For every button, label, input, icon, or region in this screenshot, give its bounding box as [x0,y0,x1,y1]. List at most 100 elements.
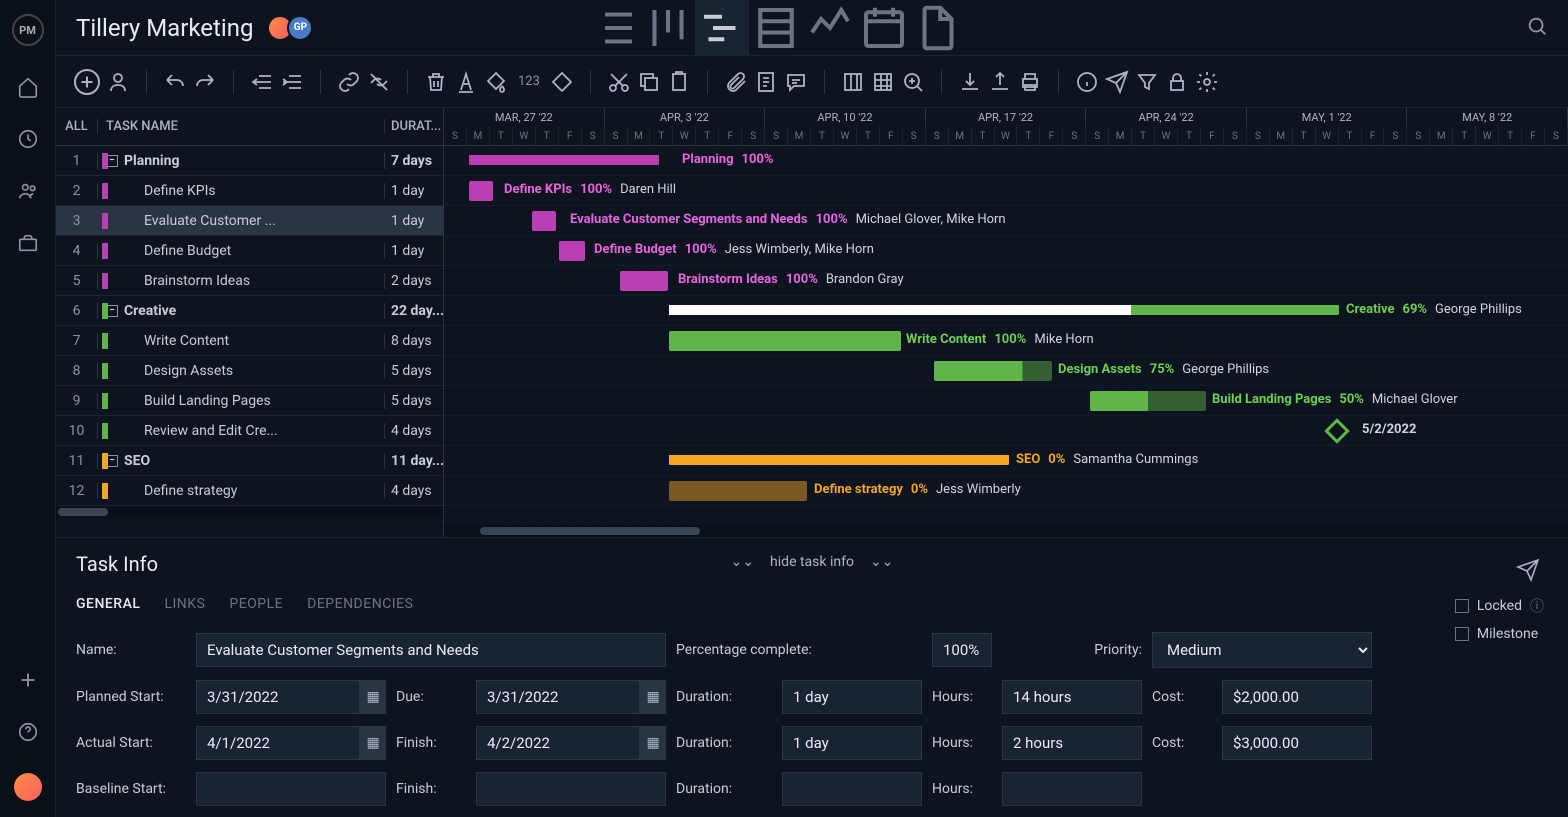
home-icon[interactable] [17,76,39,98]
task-row[interactable]: 11 −SEO 11 day... [56,446,443,476]
task-list: ALL TASK NAME DURAT... 1 −Planning 7 day… [56,108,444,537]
header-avatars[interactable]: GP [273,15,313,41]
clock-icon[interactable] [17,128,39,150]
task-info-panel: Task Info ⌄⌄hide task info⌄⌄ GENERALLINK… [56,538,1568,817]
task-row[interactable]: 3 Evaluate Customer ... 1 day [56,206,443,236]
link-icon[interactable] [337,70,361,94]
hours1-input[interactable] [1002,680,1142,714]
tab-links[interactable]: LINKS [164,596,205,612]
comment-icon[interactable] [784,70,808,94]
cost1-input[interactable] [1222,680,1372,714]
lock-icon[interactable] [1165,70,1189,94]
hide-task-info[interactable]: ⌄⌄hide task info⌄⌄ [731,554,894,570]
cost2-input[interactable] [1222,726,1372,760]
outdent-icon[interactable] [250,70,274,94]
task-row[interactable]: 4 Define Budget 1 day [56,236,443,266]
send-task-icon[interactable] [1516,558,1540,586]
team-icon[interactable] [17,180,39,202]
pct-input[interactable] [932,633,992,667]
finish-input[interactable] [476,726,640,760]
col-duration[interactable]: DURAT... [385,119,443,134]
task-row[interactable]: 5 Brainstorm Ideas 2 days [56,266,443,296]
due-input[interactable] [476,680,640,714]
fill-icon[interactable] [484,70,508,94]
task-row[interactable]: 12 Define strategy 4 days [56,476,443,506]
task-list-scrollbar[interactable] [56,506,443,518]
pct-label: Percentage complete: [676,642,922,658]
hours2-input[interactable] [1002,726,1142,760]
help-icon[interactable] [17,721,39,743]
search-icon[interactable] [1526,15,1548,41]
import-icon[interactable] [958,70,982,94]
view-board-icon[interactable] [641,0,695,56]
task-row[interactable]: 6 −Creative 22 day... [56,296,443,326]
task-row[interactable]: 8 Design Assets 5 days [56,356,443,386]
task-row[interactable]: 10 Review and Edit Cre... 4 days [56,416,443,446]
baseline-start-input[interactable] [196,772,386,806]
view-list-icon[interactable] [587,0,641,56]
font-icon[interactable] [454,70,478,94]
timeline: MAR, 27 '22APR, 3 '22APR, 10 '22APR, 17 … [444,108,1568,537]
calendar-icon[interactable]: ▦ [360,680,386,714]
plus-icon[interactable] [17,669,39,691]
view-doc-icon[interactable] [911,0,965,56]
task-row[interactable]: 7 Write Content 8 days [56,326,443,356]
calendar-icon[interactable]: ▦ [360,726,386,760]
baseline-hours-input[interactable] [1002,772,1142,806]
paste-icon[interactable] [667,70,691,94]
tab-dependencies[interactable]: DEPENDENCIES [307,596,413,612]
duration1-input[interactable] [782,680,922,714]
briefcase-icon[interactable] [17,232,39,254]
send-icon[interactable] [1105,70,1129,94]
priority-select[interactable]: Medium [1152,632,1372,668]
baseline-duration-input[interactable] [782,772,922,806]
locked-checkbox[interactable]: Locked ⓘ [1455,596,1544,616]
cut-icon[interactable] [607,70,631,94]
print-icon[interactable] [1018,70,1042,94]
unlink-icon[interactable] [367,70,391,94]
view-calendar-icon[interactable] [857,0,911,56]
tab-people[interactable]: PEOPLE [229,596,283,612]
user-avatar[interactable] [14,773,42,801]
export-icon[interactable] [988,70,1012,94]
undo-icon[interactable] [163,70,187,94]
person-icon[interactable] [106,70,130,94]
diamond-icon[interactable] [550,70,574,94]
duration2-input[interactable] [782,726,922,760]
filter-icon[interactable] [1135,70,1159,94]
calendar-icon[interactable]: ▦ [640,726,666,760]
columns-icon[interactable] [841,70,865,94]
copy-icon[interactable] [637,70,661,94]
app-logo[interactable]: PM [12,14,44,46]
col-all[interactable]: ALL [56,119,98,134]
add-icon[interactable] [74,69,100,95]
toolbar: 123 [56,56,1568,108]
info-icon[interactable] [1075,70,1099,94]
col-taskname[interactable]: TASK NAME [98,119,385,134]
timeline-scrollbar[interactable] [444,525,1568,537]
calendar-icon[interactable]: ▦ [640,680,666,714]
view-sheet-icon[interactable] [749,0,803,56]
view-tabs [587,0,965,56]
task-row[interactable]: 2 Define KPIs 1 day [56,176,443,206]
task-row[interactable]: 1 −Planning 7 days [56,146,443,176]
tab-general[interactable]: GENERAL [76,596,140,612]
attach-icon[interactable] [724,70,748,94]
task-row[interactable]: 9 Build Landing Pages 5 days [56,386,443,416]
view-chart-icon[interactable] [803,0,857,56]
notes-icon[interactable] [754,70,778,94]
planned-start-input[interactable] [196,680,360,714]
milestone-checkbox[interactable]: Milestone [1455,626,1544,642]
grid-icon[interactable] [871,70,895,94]
view-gantt-icon[interactable] [695,0,749,56]
indent-icon[interactable] [280,70,304,94]
baseline-finish-input[interactable] [476,772,666,806]
actual-start-input[interactable] [196,726,360,760]
name-input[interactable] [196,633,666,667]
settings-icon[interactable] [1195,70,1219,94]
zoom-icon[interactable] [901,70,925,94]
priority-label: Priority: [1002,642,1142,658]
redo-icon[interactable] [193,70,217,94]
toolbar-123: 123 [518,74,540,89]
trash-icon[interactable] [424,70,448,94]
